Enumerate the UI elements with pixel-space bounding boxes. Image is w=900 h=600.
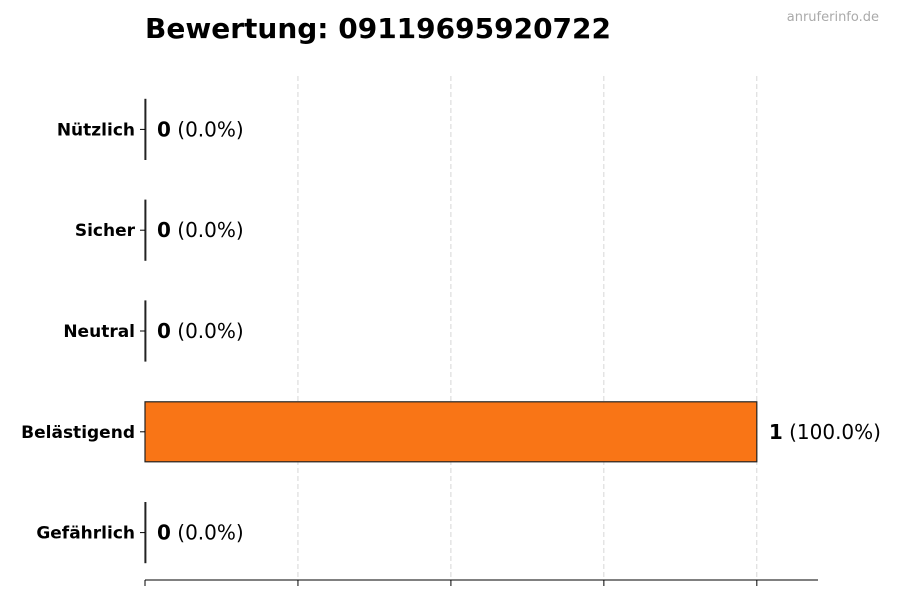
bar [144,98,147,161]
y-tick-label: Nützlich [57,120,135,140]
data-label: 0 (0.0%) [157,218,244,242]
y-tick-label: Gefährlich [36,524,135,544]
value-label: 0 [157,521,171,545]
bar [144,502,147,564]
value-label: 0 [157,117,171,141]
bar [144,300,147,362]
watermark: anruferinfo.de [786,10,879,25]
y-tick-label: Neutral [63,322,135,342]
data-label: 1 (100.0%) [769,420,881,444]
value-label: 1 [769,420,783,444]
data-label: 0 (0.0%) [157,319,244,343]
percent-label: (0.0%) [171,117,244,141]
percent-label: (0.0%) [171,218,244,242]
y-tick-label: Belästigend [21,423,135,443]
value-label: 0 [157,218,171,242]
data-label: 0 (0.0%) [157,117,244,141]
bar [144,401,758,463]
data-label: 0 (0.0%) [157,521,244,545]
value-label: 0 [157,319,171,343]
bar [144,199,147,261]
percent-label: (100.0%) [783,420,881,444]
percent-label: (0.0%) [171,319,244,343]
y-tick-label: Sicher [75,221,136,241]
chart-title: Bewertung: 09119695920722 [145,12,611,45]
percent-label: (0.0%) [171,521,244,545]
